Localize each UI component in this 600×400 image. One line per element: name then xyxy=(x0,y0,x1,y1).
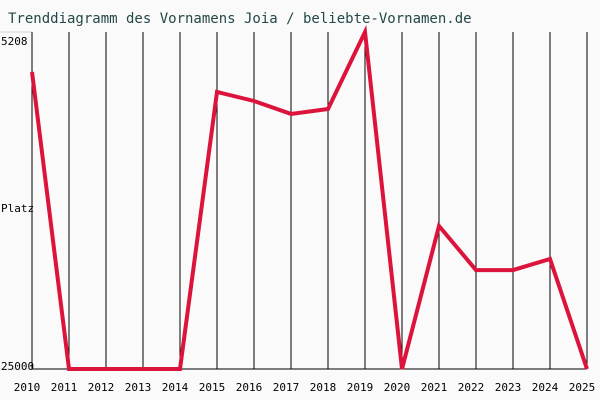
x-tick-label: 2025 xyxy=(569,381,596,394)
x-tick-label: 2019 xyxy=(347,381,374,394)
y-axis-label: Platz xyxy=(1,202,34,215)
x-tick-label: 2012 xyxy=(88,381,115,394)
x-tick-label: 2016 xyxy=(236,381,263,394)
y-tick-label: 5208 xyxy=(1,35,28,48)
x-tick-label: 2021 xyxy=(421,381,448,394)
x-tick-label: 2011 xyxy=(51,381,78,394)
x-tick-label: 2010 xyxy=(14,381,41,394)
x-tick-label: 2024 xyxy=(532,381,559,394)
y-tick-label: 25000 xyxy=(1,360,34,373)
x-tick-label: 2020 xyxy=(384,381,411,394)
x-tick-label: 2017 xyxy=(273,381,300,394)
x-tick-label: 2018 xyxy=(310,381,337,394)
x-tick-label: 2015 xyxy=(199,381,226,394)
x-tick-label: 2013 xyxy=(125,381,152,394)
chart-title: Trenddiagramm des Vornamens Joia / belie… xyxy=(8,11,472,27)
data-line xyxy=(30,24,589,371)
x-tick-label: 2023 xyxy=(495,381,522,394)
x-tick-label: 2022 xyxy=(458,381,485,394)
x-tick-label: 2014 xyxy=(162,381,189,394)
